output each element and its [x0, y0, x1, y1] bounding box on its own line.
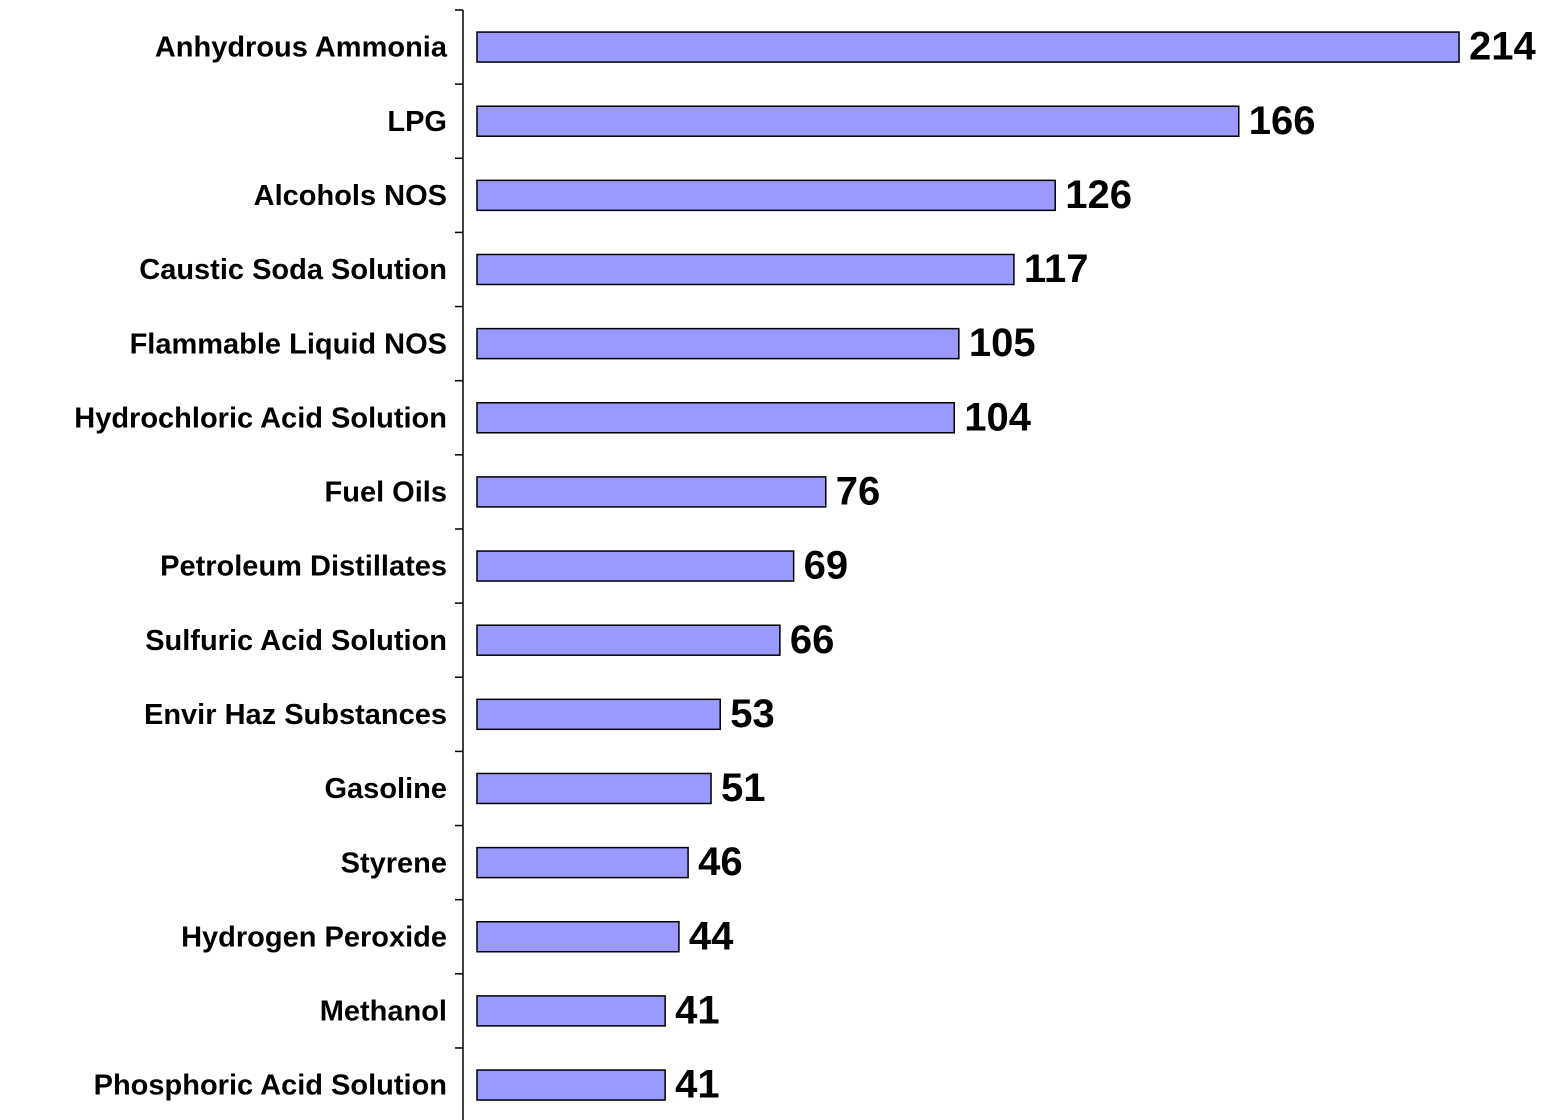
category-label: Envir Haz Substances: [144, 699, 447, 731]
bar: [476, 476, 827, 508]
bar: [476, 624, 781, 656]
bar: [476, 550, 795, 582]
bar: [476, 179, 1056, 212]
bar: [476, 327, 960, 360]
category-label: Hydrogen Peroxide: [181, 921, 447, 953]
value-label: 104: [964, 395, 1031, 439]
category-label: Alcohols NOS: [254, 180, 447, 212]
value-label: 44: [689, 914, 734, 958]
value-label: 41: [675, 1063, 720, 1107]
category-label: Fuel Oils: [325, 477, 447, 509]
bar: [476, 921, 680, 953]
value-label: 214: [1469, 25, 1536, 69]
value-label: 69: [804, 544, 849, 588]
bar: [476, 402, 956, 434]
category-label: Anhydrous Ammonia: [155, 32, 448, 64]
category-label: Hydrochloric Acid Solution: [74, 402, 447, 434]
category-label: Petroleum Distillates: [160, 551, 447, 583]
category-label: Sulfuric Acid Solution: [145, 625, 447, 657]
bar: [476, 698, 721, 731]
value-label: 117: [1024, 247, 1089, 291]
value-label: 166: [1249, 99, 1316, 143]
value-label: 53: [730, 692, 775, 736]
category-label: Caustic Soda Solution: [139, 254, 447, 286]
bar: [476, 31, 1460, 63]
bar: [476, 1069, 666, 1101]
bar: [476, 995, 666, 1027]
category-label: Flammable Liquid NOS: [130, 328, 447, 360]
value-label: 41: [675, 988, 720, 1032]
bar: [476, 105, 1240, 137]
value-label: 51: [721, 766, 766, 810]
category-label: Gasoline: [325, 773, 448, 805]
bar: [476, 846, 689, 879]
value-label: 46: [698, 840, 743, 884]
category-label: Methanol: [320, 996, 447, 1028]
value-label: 126: [1065, 173, 1132, 217]
value-label: 105: [969, 321, 1036, 365]
bar: [476, 253, 1015, 286]
category-label: LPG: [387, 106, 447, 138]
bar: [476, 772, 712, 805]
category-label: Phosphoric Acid Solution: [94, 1070, 447, 1102]
category-label: Styrene: [341, 847, 447, 879]
value-label: 66: [790, 618, 835, 662]
value-label: 76: [836, 469, 881, 513]
